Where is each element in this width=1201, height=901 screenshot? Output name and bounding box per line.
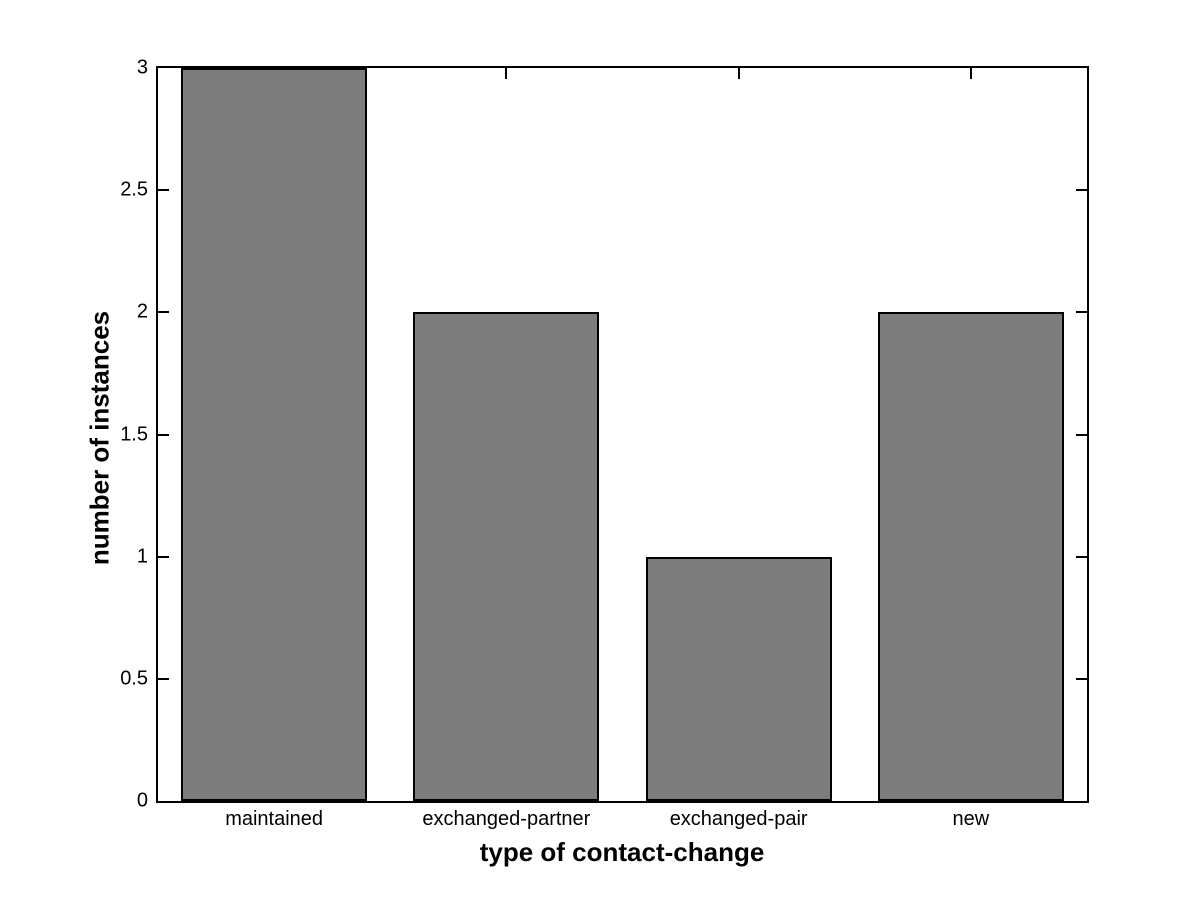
x-category-label-maintained: maintained (225, 808, 324, 830)
x-tick-mark-top (969, 68, 972, 79)
x-tick-mark-top (737, 68, 740, 79)
bar-exchanged-pair (645, 556, 832, 801)
y-tick-mark-right (1076, 433, 1087, 436)
x-tick-mark-top (505, 68, 508, 79)
y-tick-label: 1.5 (120, 423, 148, 446)
x-category-label-exchanged-partner: exchanged-partner (422, 808, 591, 830)
y-tick-mark-left (158, 433, 169, 436)
plot-area (156, 66, 1089, 803)
bar-maintained (181, 68, 368, 801)
y-axis-label: number of instances (84, 310, 115, 566)
y-tick-mark-left (158, 555, 169, 558)
y-tick-mark-left (158, 311, 169, 314)
y-tick-label: 2.5 (120, 178, 148, 201)
y-tick-label: 2 (136, 300, 148, 323)
y-tick-label: 0 (136, 789, 148, 812)
bar-new (877, 312, 1064, 801)
x-category-label-new: new (952, 808, 990, 830)
y-tick-mark-left (158, 677, 169, 680)
y-tick-mark-right (1076, 555, 1087, 558)
x-category-label-exchanged-pair: exchanged-pair (669, 808, 808, 830)
y-tick-mark-right (1076, 189, 1087, 192)
y-tick-label: 0.5 (120, 667, 148, 690)
x-axis-label: type of contact-change (479, 837, 765, 867)
y-tick-mark-left (158, 189, 169, 192)
y-tick-label: 3 (136, 56, 148, 79)
y-tick-mark-right (1076, 677, 1087, 680)
y-tick-label: 1 (136, 545, 148, 568)
bar-exchanged-partner (413, 312, 600, 801)
y-tick-mark-right (1076, 311, 1087, 314)
